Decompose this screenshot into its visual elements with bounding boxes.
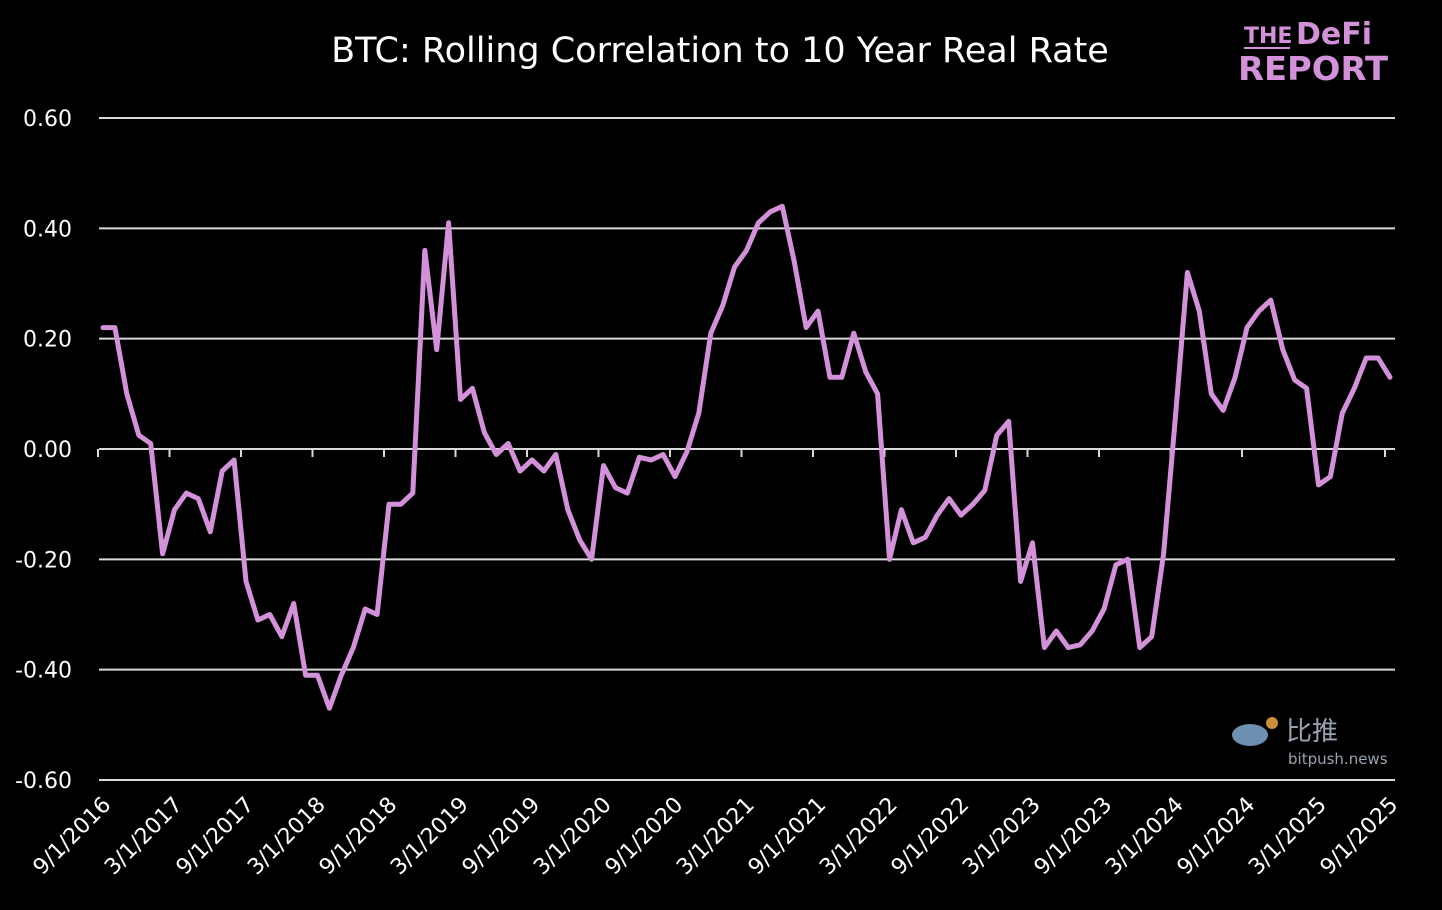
x-tick-label: 3/1/2024 (1101, 793, 1189, 881)
x-tick-label: 9/1/2021 (744, 793, 832, 881)
y-tick-label: 0.20 (23, 328, 72, 353)
x-tick-label: 3/1/2025 (1244, 793, 1332, 881)
y-tick-label: -0.20 (15, 548, 72, 573)
series-group (100, 203, 1393, 711)
y-tick-label: 0.40 (23, 217, 72, 242)
x-tick-label: 9/1/2024 (1173, 793, 1261, 881)
coin-icon (1266, 717, 1278, 729)
defi-report-logo: THE DeFi REPORT (1238, 17, 1388, 88)
x-tick-label: 9/1/2020 (601, 793, 689, 881)
logo-defi: DeFi (1296, 17, 1372, 52)
x-tick-label: 3/1/2022 (815, 793, 903, 881)
x-tick-label: 3/1/2021 (672, 793, 760, 881)
x-tick-label: 3/1/2023 (958, 793, 1046, 881)
y-tick-label: -0.60 (15, 769, 72, 794)
bird-icon (1232, 724, 1268, 746)
y-axis-ticks: 0.60 0.40 0.20 0.00 -0.20 -0.40 -0.60 (15, 107, 72, 794)
logo-report: REPORT (1238, 49, 1388, 88)
x-tick-label: 9/1/2022 (887, 793, 975, 881)
x-tick-label: 9/1/2025 (1316, 793, 1404, 881)
x-tick-label: 9/1/2017 (172, 793, 260, 881)
x-tick-label: 3/1/2018 (243, 793, 331, 881)
y-tick-label: -0.40 (15, 659, 72, 684)
x-tick-label: 9/1/2018 (315, 793, 403, 881)
watermark-cn: 比推 (1286, 717, 1338, 747)
x-tick-label: 3/1/2020 (529, 793, 617, 881)
x-tick-label: 3/1/2017 (100, 793, 188, 881)
chart-title: BTC: Rolling Correlation to 10 Year Real… (331, 31, 1109, 71)
series-line (100, 203, 1393, 711)
x-tick-label: 3/1/2019 (386, 793, 474, 881)
gridlines (99, 117, 1395, 781)
x-tick-label: 9/1/2023 (1030, 793, 1118, 881)
bitpush-watermark: 比推 bitpush.news (1232, 717, 1388, 768)
x-tick-label: 9/1/2016 (29, 793, 117, 881)
watermark-site: bitpush.news (1288, 750, 1388, 768)
x-axis-ticks: 9/1/20163/1/20179/1/20173/1/20189/1/2018… (29, 449, 1404, 881)
logo-the: THE (1244, 24, 1292, 49)
x-tick-label: 9/1/2019 (458, 793, 546, 881)
y-tick-label: 0.60 (23, 107, 72, 132)
y-tick-label: 0.00 (23, 438, 72, 463)
